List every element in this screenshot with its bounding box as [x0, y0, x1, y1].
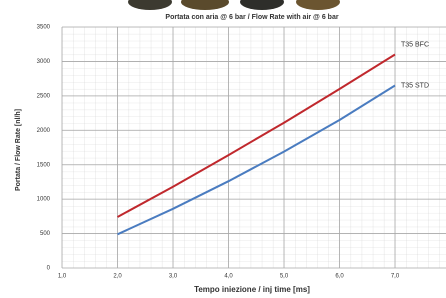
y-tick-label: 1000 [37, 197, 51, 203]
y-tick-label: 0 [47, 266, 51, 272]
y-tick-label: 1500 [37, 162, 51, 168]
y-tick-label: 3500 [37, 25, 51, 31]
y-tick-label: 500 [40, 231, 51, 237]
x-tick-label: 5,0 [280, 274, 289, 280]
y-axis-label: Portata / Flow Rate [nl/h] [15, 109, 22, 191]
x-tick-label: 4,0 [224, 274, 233, 280]
x-axis-label: Tempo iniezione / inj time [ms] [194, 285, 310, 294]
x-tick-label: 6,0 [335, 274, 344, 280]
chart-title: Portata con aria @ 6 bar / Flow Rate wit… [165, 14, 338, 21]
y-tick-label: 2000 [37, 128, 51, 134]
series-label: T35 STD [401, 82, 429, 89]
x-tick-label: 7,0 [391, 274, 400, 280]
minor-grid [62, 27, 446, 268]
chart: Portata con aria @ 6 bar / Flow Rate wit… [0, 0, 446, 298]
x-tick-label: 2,0 [113, 274, 122, 280]
x-tick-label: 3,0 [169, 274, 178, 280]
y-tick-label: 3000 [37, 59, 51, 65]
x-tick-label: 1,0 [58, 274, 67, 280]
top-photo [128, 0, 340, 10]
y-tick-label: 2500 [37, 93, 51, 99]
series-label: T35 BFC [401, 41, 429, 48]
